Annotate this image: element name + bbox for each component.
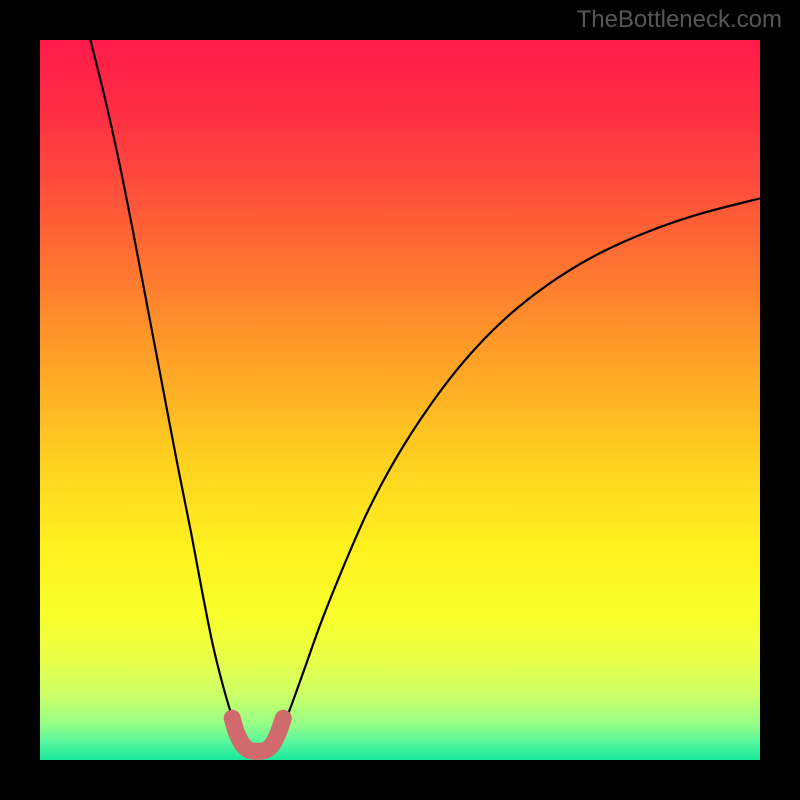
curve-layer xyxy=(40,40,760,760)
watermark-text: TheBottleneck.com xyxy=(577,6,782,34)
curve-right xyxy=(272,198,760,747)
valley-overlay xyxy=(232,718,283,751)
plot-area xyxy=(40,40,760,760)
curve-left xyxy=(90,40,244,747)
